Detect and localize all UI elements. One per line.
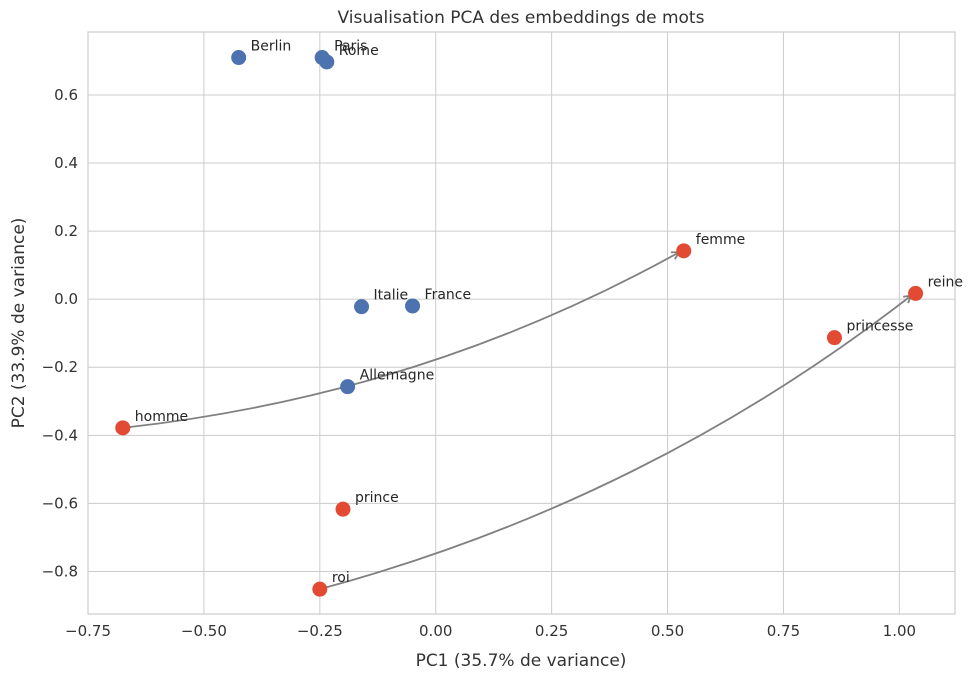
x-tick-label: 0.00 bbox=[419, 622, 452, 640]
y-tick-label: 0.4 bbox=[54, 154, 78, 172]
point-femme bbox=[676, 243, 692, 259]
point-reine bbox=[908, 285, 924, 301]
chart-title: Visualisation PCA des embeddings de mots bbox=[338, 8, 705, 28]
point-princesse bbox=[826, 330, 842, 346]
point-label-reine: reine bbox=[928, 274, 963, 290]
point-label-Rome: Rome bbox=[339, 43, 379, 59]
point-homme bbox=[115, 420, 131, 436]
point-label-roi: roi bbox=[332, 570, 350, 586]
y-tick-label: −0.6 bbox=[42, 494, 78, 512]
point-France bbox=[405, 298, 421, 314]
point-Italie bbox=[354, 299, 370, 315]
point-roi bbox=[312, 581, 328, 597]
point-label-France: France bbox=[425, 287, 472, 303]
point-prince bbox=[335, 501, 351, 517]
x-tick-label: 0.25 bbox=[535, 622, 568, 640]
point-label-princesse: princesse bbox=[846, 319, 913, 335]
point-label-Paris: Paris bbox=[334, 39, 367, 55]
point-Berlin bbox=[231, 50, 247, 66]
x-tick-label: −0.75 bbox=[65, 622, 111, 640]
tick-layer: −0.75 −0.50 −0.25 0.00 0.25 0.50 0.75 1.00 −0.8 −… bbox=[42, 86, 917, 640]
arrow-homme-femme bbox=[122, 251, 681, 429]
arrow-layer bbox=[122, 251, 913, 591]
x-tick-label: −0.50 bbox=[181, 622, 227, 640]
y-tick-label: −0.4 bbox=[42, 426, 78, 444]
x-tick-label: 0.75 bbox=[767, 622, 800, 640]
point-Allemagne bbox=[340, 379, 356, 395]
x-axis-label: PC1 (35.7% de variance) bbox=[416, 651, 627, 671]
point-label-femme: femme bbox=[696, 232, 745, 248]
point-Rome bbox=[319, 54, 335, 70]
grid-layer bbox=[87, 32, 955, 614]
y-axis-label: PC2 (33.9% de variance) bbox=[9, 218, 29, 429]
y-tick-label: 0.2 bbox=[54, 222, 78, 240]
plot-frame bbox=[87, 31, 956, 615]
x-tick-label: 1.00 bbox=[883, 622, 916, 640]
x-tick-label: −0.25 bbox=[297, 622, 343, 640]
point-label-Berlin: Berlin bbox=[251, 39, 292, 55]
point-label-homme: homme bbox=[135, 409, 188, 425]
point-layer bbox=[115, 50, 924, 597]
point-label-Italie: Italie bbox=[374, 288, 409, 304]
point-label-Allemagne: Allemagne bbox=[360, 368, 435, 384]
arrow-roi-reine bbox=[319, 294, 913, 591]
y-tick-label: −0.2 bbox=[42, 358, 78, 376]
y-tick-label: −0.8 bbox=[42, 562, 78, 580]
y-tick-label: 0.6 bbox=[54, 86, 78, 104]
y-tick-label: 0.0 bbox=[54, 290, 78, 308]
x-tick-label: 0.50 bbox=[651, 622, 684, 640]
point-label-prince: prince bbox=[355, 490, 399, 506]
